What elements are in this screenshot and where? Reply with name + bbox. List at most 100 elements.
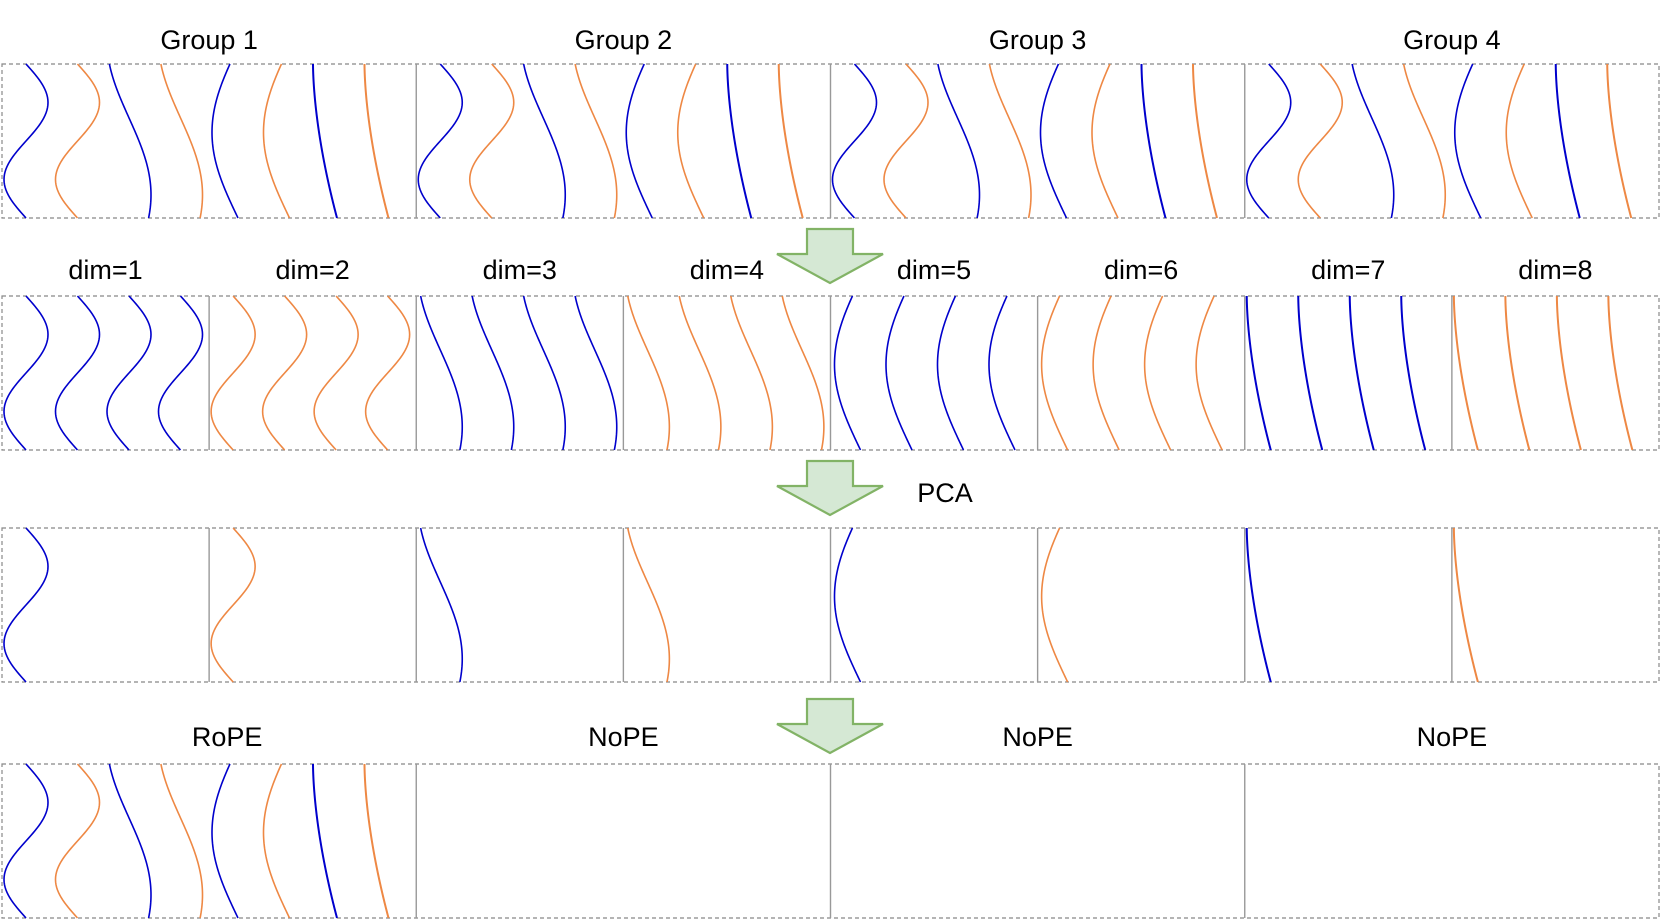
blue-curve xyxy=(419,295,464,451)
orange-curve xyxy=(364,295,411,451)
cell-label: NoPE xyxy=(588,722,659,752)
blue-curve xyxy=(833,527,862,683)
blue-curve xyxy=(3,295,49,451)
blue-curve xyxy=(831,63,878,219)
orange-curve xyxy=(676,63,705,219)
orange-curve xyxy=(1452,527,1479,683)
blue-curve xyxy=(625,63,653,219)
orange-curve xyxy=(626,295,671,451)
row-pca xyxy=(1,527,1660,683)
blue-curve xyxy=(3,763,49,919)
orange-curve xyxy=(777,63,804,219)
orange-curve xyxy=(313,295,359,451)
blue-curve xyxy=(211,63,239,219)
arrows-layer: PCA xyxy=(776,227,973,755)
cell-label: dim=4 xyxy=(690,255,764,285)
orange-curve xyxy=(1402,63,1447,219)
orange-curve xyxy=(1040,527,1069,683)
row-pe: RoPE NoPE NoPE NoPE xyxy=(1,722,1660,919)
orange-curve xyxy=(363,63,390,219)
blue-curve xyxy=(936,295,965,451)
blue-curve xyxy=(1297,295,1324,451)
blue-curve xyxy=(574,295,618,451)
orange-curve xyxy=(626,527,671,683)
blue-curve xyxy=(312,63,338,219)
blue-curve xyxy=(106,295,152,451)
blue-curve xyxy=(1348,295,1375,451)
blue-curve xyxy=(833,295,862,451)
blue-curve xyxy=(3,527,49,683)
blue-curve xyxy=(211,763,239,919)
blue-curve xyxy=(419,527,464,683)
blue-curve xyxy=(937,63,981,219)
orange-curve xyxy=(160,763,204,919)
orange-curve xyxy=(160,63,204,219)
blue-curve xyxy=(1245,527,1272,683)
orange-curve xyxy=(1091,63,1119,219)
blue-curve xyxy=(1140,63,1167,219)
cell-label: dim=1 xyxy=(68,255,142,285)
blue-curve xyxy=(1245,63,1292,219)
orange-curve xyxy=(363,763,390,919)
cell-label: dim=3 xyxy=(483,255,557,285)
orange-curve xyxy=(1297,63,1344,219)
down-arrow xyxy=(776,459,884,517)
cell-label: dim=8 xyxy=(1518,255,1592,285)
cell-label: RoPE xyxy=(192,722,263,752)
orange-curve xyxy=(261,295,308,451)
orange-curve xyxy=(210,295,256,451)
orange-curve xyxy=(468,63,515,219)
orange-curve xyxy=(262,63,291,219)
blue-curve xyxy=(1351,63,1395,219)
orange-curve xyxy=(262,763,291,919)
cell-label: Group 3 xyxy=(989,25,1087,55)
orange-curve xyxy=(678,295,722,451)
row-dims: dim=1 dim=2 dim=3 dim=4 dim=5 dim=6 dim=7 dim=8 xyxy=(1,255,1660,451)
blue-curve xyxy=(108,763,152,919)
arrow-label: PCA xyxy=(917,478,973,508)
orange-curve xyxy=(1504,295,1531,451)
blue-curve xyxy=(1453,63,1482,219)
blue-curve xyxy=(312,763,338,919)
cell-label: dim=7 xyxy=(1311,255,1385,285)
blue-curve xyxy=(157,295,204,451)
down-arrow xyxy=(776,697,884,755)
cell-label: dim=6 xyxy=(1104,255,1178,285)
orange-curve xyxy=(1555,295,1582,451)
orange-curve xyxy=(1092,295,1120,451)
blue-curve xyxy=(54,295,101,451)
row-groups: Group 1 Group 2 Group 3 Group 4 xyxy=(1,25,1660,219)
orange-curve xyxy=(1192,63,1218,219)
orange-curve xyxy=(1143,295,1172,451)
blue-curve xyxy=(988,295,1016,451)
orange-curve xyxy=(1505,63,1533,219)
cell-label: NoPE xyxy=(1002,722,1073,752)
orange-curve xyxy=(729,295,774,451)
blue-curve xyxy=(885,295,913,451)
cell-label: Group 2 xyxy=(575,25,673,55)
blue-curve xyxy=(522,295,567,451)
orange-curve xyxy=(54,763,101,919)
cell-label: Group 1 xyxy=(160,25,258,55)
blue-curve xyxy=(1400,295,1427,451)
orange-curve xyxy=(883,63,929,219)
cell-label: Group 4 xyxy=(1403,25,1501,55)
cell-label: dim=2 xyxy=(276,255,350,285)
orange-curve xyxy=(1195,295,1223,451)
orange-curve xyxy=(1607,295,1634,451)
blue-curve xyxy=(522,63,567,219)
orange-curve xyxy=(54,63,101,219)
orange-curve xyxy=(210,527,256,683)
orange-curve xyxy=(988,63,1032,219)
blue-curve xyxy=(3,63,49,219)
down-arrow xyxy=(776,227,884,285)
orange-curve xyxy=(1606,63,1633,219)
blue-curve xyxy=(1245,295,1272,451)
blue-curve xyxy=(1554,63,1581,219)
orange-curve xyxy=(574,63,618,219)
cell-label: NoPE xyxy=(1417,722,1488,752)
cell-label: dim=5 xyxy=(897,255,971,285)
orange-curve xyxy=(781,295,825,451)
